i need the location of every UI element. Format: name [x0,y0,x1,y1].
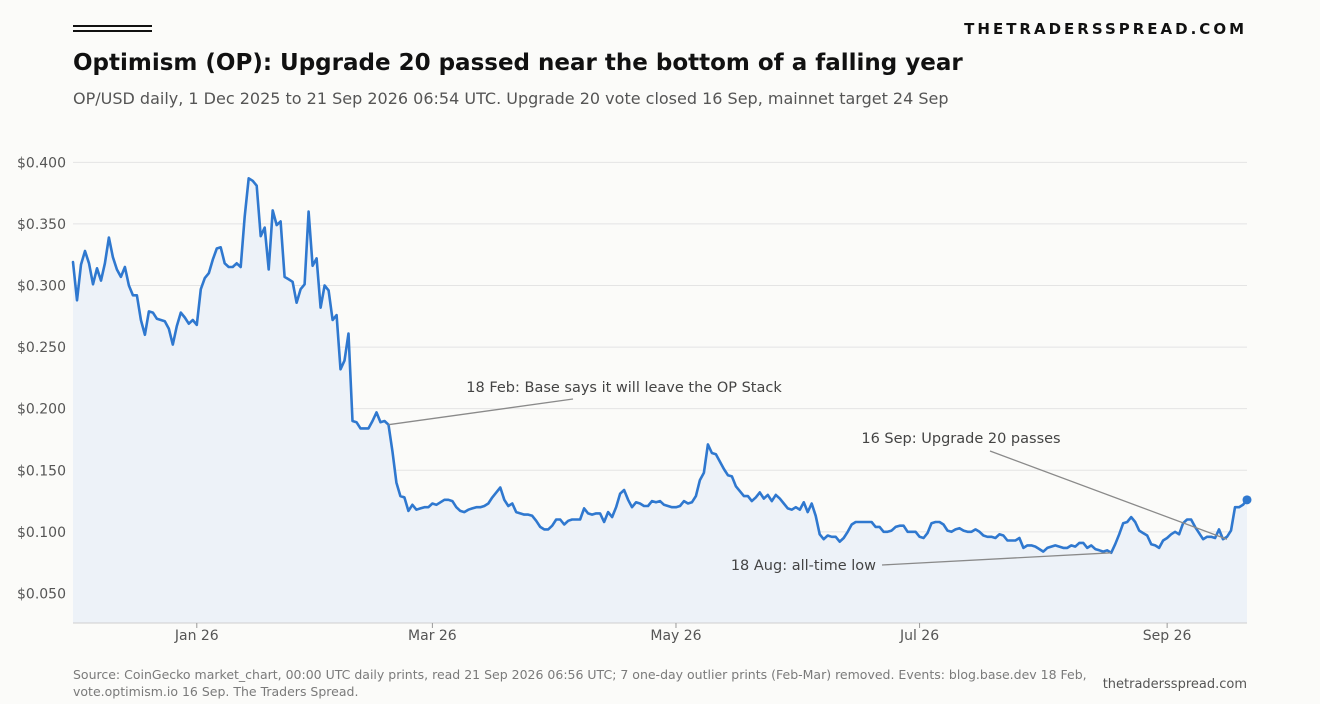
x-tick-label: Sep 26 [1143,628,1192,644]
chart-subtitle: OP/USD daily, 1 Dec 2025 to 21 Sep 2026 … [73,89,949,108]
annotations: 18 Feb: Base says it will leave the OP S… [388,380,1228,574]
annotation-label: 18 Aug: all-time low [731,558,876,574]
y-tick-label: $0.400 [17,155,66,171]
annotation-label: 18 Feb: Base says it will leave the OP S… [466,380,782,396]
y-tick-label: $0.150 [17,463,66,479]
y-tick-label: $0.100 [17,525,66,541]
x-tick-label: May 26 [650,628,701,644]
brand-rule [73,25,152,32]
x-tick-label: Mar 26 [408,628,457,644]
annotation-leader [388,398,574,426]
last-price-marker [1242,495,1252,505]
y-tick-label: $0.050 [17,586,66,602]
y-tick-label: $0.250 [17,340,66,356]
x-tick-label: Jan 26 [174,628,219,644]
annotation-leader [989,450,1228,540]
source-note: Source: CoinGecko market_chart, 00:00 UT… [73,667,1087,699]
site-name: THETRADERSSPREAD.COM [964,20,1247,38]
chart-title: Optimism (OP): Upgrade 20 passed near th… [73,50,963,76]
price-area [73,178,1247,624]
site-credit: thetradersspread.com [1102,677,1247,692]
axes: $0.050 $0.100 $0.150 $0.200 $0.250 $0.300 $0.3… [17,155,1247,644]
annotation-leader [881,552,1112,566]
y-tick-label: $0.200 [17,402,66,418]
y-tick-label: $0.350 [17,217,66,233]
line-layer [71,177,1252,555]
annotation-label: 16 Sep: Upgrade 20 passes [861,431,1060,447]
y-tick-label: $0.300 [17,278,66,294]
price-line [71,177,1249,555]
area-layer [73,178,1247,624]
x-tick-label: Jul 26 [899,628,939,644]
